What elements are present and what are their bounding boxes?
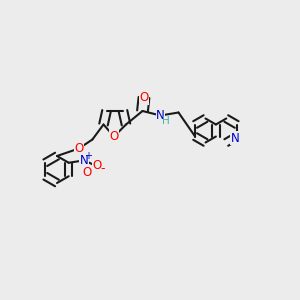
Text: N: N	[156, 109, 165, 122]
Text: O: O	[74, 142, 83, 155]
Text: O: O	[140, 91, 148, 104]
Text: +: +	[85, 151, 92, 161]
Text: O: O	[93, 159, 102, 172]
Text: O: O	[110, 130, 118, 143]
Text: -: -	[100, 162, 104, 175]
Text: N: N	[231, 131, 240, 145]
Text: O: O	[83, 166, 92, 179]
Text: H: H	[162, 116, 170, 127]
Text: N: N	[80, 154, 89, 167]
